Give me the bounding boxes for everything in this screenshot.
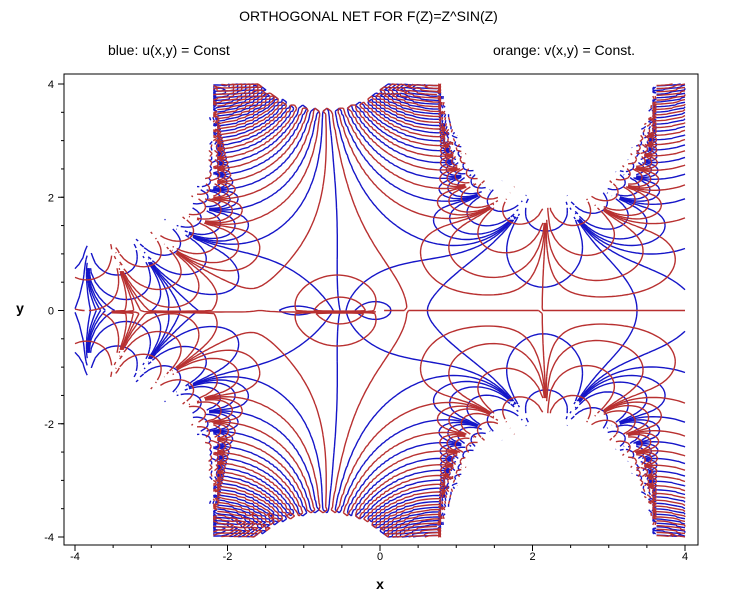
contour-curves	[74, 83, 686, 538]
axis-ticks: -4 -2 0 2 4 -4 -2 0 2 4	[44, 79, 688, 563]
v-contour-line	[74, 123, 647, 504]
x-tick-label: 0	[377, 551, 383, 563]
x-tick-label: -2	[223, 551, 233, 563]
y-tick-label: 2	[48, 192, 54, 204]
x-tick-label: -4	[70, 551, 80, 563]
u-contour-line	[86, 85, 666, 536]
u-contour-line	[74, 114, 647, 507]
v-contour-line	[102, 101, 654, 520]
plot-frame	[63, 73, 699, 546]
y-tick-label: 0	[48, 306, 54, 318]
chart-title: ORTHOGONAL NET FOR F(Z)=Z^SIN(Z)	[239, 8, 498, 24]
v-contour-line	[74, 117, 647, 498]
x-tick-label: 4	[682, 551, 688, 563]
x-axis-label: x	[376, 576, 384, 592]
legend-blue: blue: u(x,y) = Const	[108, 42, 230, 58]
v-contour-line	[111, 85, 676, 538]
y-tick-label: -2	[44, 419, 54, 431]
v-contour-line	[111, 86, 656, 538]
y-tick-label: 4	[48, 79, 54, 91]
v-contour-line	[111, 83, 656, 535]
y-axis-label: y	[16, 300, 24, 316]
u-contour-line	[90, 107, 649, 514]
v-contour-line	[74, 101, 654, 520]
x-tick-label: 2	[529, 551, 535, 563]
legend-orange: orange: v(x,y) = Const.	[493, 42, 636, 58]
y-tick-label: -4	[44, 532, 54, 544]
